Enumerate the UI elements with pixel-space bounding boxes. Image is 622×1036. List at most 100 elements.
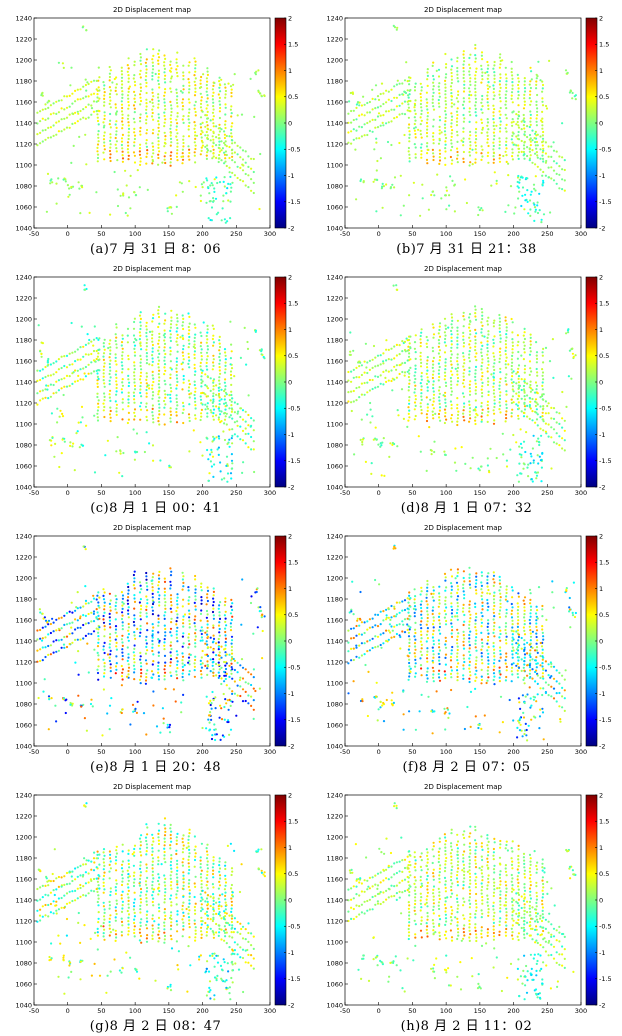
scatter-point [194, 598, 197, 601]
scatter-point [462, 311, 465, 314]
scatter-point [469, 134, 472, 137]
scatter-point [382, 352, 385, 355]
scatter-point [247, 694, 250, 697]
scatter-point [526, 154, 529, 158]
scatter-point [493, 134, 496, 137]
scatter-point [498, 80, 501, 83]
scatter-point [504, 353, 507, 356]
scatter-point [182, 354, 185, 357]
scatter-point [212, 361, 215, 364]
scatter-point [233, 401, 236, 404]
scatter-point [44, 128, 47, 132]
scatter-point [510, 71, 513, 74]
scatter-point [210, 448, 213, 451]
scatter-point [420, 412, 423, 415]
scatter-point [523, 344, 526, 347]
scatter-point [181, 98, 185, 101]
scatter-point [120, 591, 123, 594]
scatter-point [438, 125, 441, 128]
scatter-point [426, 84, 429, 87]
scatter-point [431, 101, 434, 104]
scatter-point [212, 141, 215, 144]
scatter-point [426, 115, 429, 118]
scatter-point [527, 463, 530, 466]
scatter-point [194, 77, 197, 80]
scatter-point [425, 382, 429, 386]
scatter-point [163, 359, 166, 362]
scatter-point [255, 70, 258, 73]
scatter-point [41, 377, 44, 380]
scatter-point [414, 364, 417, 367]
scatter-point [407, 635, 411, 638]
scatter-point [408, 399, 411, 402]
x-tick-label: -50 [29, 230, 40, 238]
scatter-point [127, 368, 130, 371]
scatter-point [492, 152, 496, 155]
scatter-point [531, 480, 534, 483]
scatter-point [91, 705, 94, 708]
scatter-point [219, 470, 222, 473]
scatter-point [371, 366, 374, 369]
colorbar-tick-label: 1.5 [288, 300, 298, 308]
scatter-point [207, 458, 210, 461]
scatter-point [469, 339, 472, 343]
scatter-point [395, 376, 398, 379]
scatter-point [199, 398, 203, 401]
scatter-point [85, 163, 88, 166]
scatter-point [407, 150, 410, 153]
scatter-point [151, 609, 154, 612]
scatter-point [516, 334, 519, 337]
scatter-point [182, 408, 185, 411]
scatter-point [523, 127, 526, 130]
scatter-point [44, 388, 47, 391]
scatter-point [139, 52, 142, 56]
scatter-point [188, 81, 191, 84]
scatter-point [84, 599, 88, 602]
scatter-point [457, 80, 460, 83]
scatter-point [193, 662, 196, 665]
scatter-point [534, 391, 537, 394]
scatter-point [523, 347, 526, 351]
scatter-point [133, 154, 136, 157]
scatter-point [438, 88, 441, 91]
scatter-point [163, 101, 166, 104]
scatter-point [49, 374, 53, 377]
scatter-point [57, 389, 61, 392]
scatter-point [419, 334, 422, 338]
scatter-point [517, 80, 520, 83]
scatter-point [163, 671, 167, 674]
scatter-point [85, 424, 88, 427]
scatter-point [450, 390, 453, 393]
scatter-point [224, 644, 227, 647]
scatter-point [218, 76, 221, 79]
scatter-point [382, 383, 385, 386]
scatter-point [474, 338, 477, 342]
scatter-point [475, 151, 478, 154]
scatter-point [444, 368, 447, 371]
scatter-point [468, 410, 471, 413]
scatter-point [555, 172, 558, 175]
scatter-point [432, 400, 435, 403]
scatter-point [182, 381, 185, 384]
scatter-point [413, 109, 416, 112]
scatter-point [109, 649, 112, 652]
scatter-point [462, 90, 466, 93]
scatter-point [158, 403, 161, 406]
scatter-point [481, 385, 484, 388]
scatter-point [396, 26, 399, 29]
scatter-point [52, 392, 55, 395]
scatter-point [139, 93, 142, 96]
scatter-point [175, 374, 178, 377]
scatter-point [206, 70, 209, 73]
scatter-point [133, 111, 136, 114]
scatter-point [193, 675, 196, 678]
scatter-point [115, 598, 118, 601]
scatter-point [138, 581, 142, 584]
scatter-point [493, 71, 496, 74]
scatter-point [181, 578, 184, 581]
scatter-point [451, 420, 454, 423]
scatter-point [529, 350, 532, 353]
scatter-point [120, 86, 123, 89]
scatter-point [380, 444, 383, 447]
scatter-point [220, 78, 223, 81]
